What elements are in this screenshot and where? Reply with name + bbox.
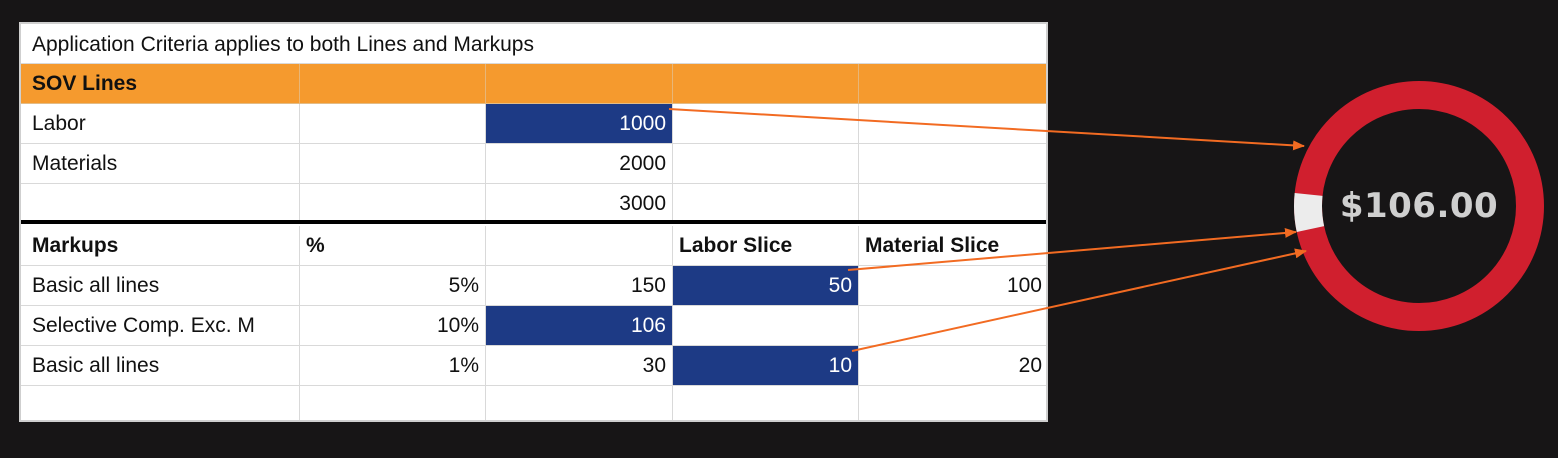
labor-amount-cell[interactable]: 1000: [486, 104, 673, 144]
markups-header-cell[interactable]: Markups: [21, 226, 300, 266]
percent-header-cell[interactable]: %: [300, 226, 486, 266]
materials-amount-cell[interactable]: 2000: [486, 144, 673, 184]
table-row: Materials 2000: [21, 144, 1046, 184]
table-row: Selective Comp. Exc. M 10% 106: [21, 306, 1046, 346]
empty-cell[interactable]: [300, 64, 486, 104]
markup-label-cell[interactable]: Selective Comp. Exc. M: [21, 306, 300, 346]
sheet-title[interactable]: Application Criteria applies to both Lin…: [21, 24, 1046, 64]
empty-cell[interactable]: [673, 386, 859, 420]
empty-cell[interactable]: [673, 64, 859, 104]
empty-cell[interactable]: [300, 144, 486, 184]
arrow-labor-to-ring: [668, 108, 1305, 151]
labor-slice-cell[interactable]: [673, 306, 859, 346]
progress-ring: $106.00: [1293, 80, 1545, 332]
empty-cell[interactable]: [486, 64, 673, 104]
empty-cell[interactable]: [859, 64, 1046, 104]
material-slice-cell[interactable]: 20: [859, 346, 1046, 386]
empty-cell[interactable]: [486, 226, 673, 266]
empty-cell[interactable]: [300, 386, 486, 420]
markups-header-row: Markups % Labor Slice Material Slice: [21, 226, 1046, 266]
markup-percent-cell[interactable]: 5%: [300, 266, 486, 306]
ring-value-label: $106.00: [1339, 186, 1499, 226]
section-divider: [21, 220, 1046, 224]
table-row: Labor 1000: [21, 104, 1046, 144]
empty-cell[interactable]: [673, 144, 859, 184]
table-row: Basic all lines 5% 150 50 100: [21, 266, 1046, 306]
markup-label-cell[interactable]: Basic all lines: [21, 346, 300, 386]
labor-slice-cell[interactable]: 50: [673, 266, 859, 306]
markup-label-cell[interactable]: Basic all lines: [21, 266, 300, 306]
sov-header-cell[interactable]: SOV Lines: [21, 64, 300, 104]
labor-slice-header-cell[interactable]: Labor Slice: [673, 226, 859, 266]
markup-percent-cell[interactable]: 10%: [300, 306, 486, 346]
markup-amount-cell[interactable]: 106: [486, 306, 673, 346]
table-row: [21, 386, 1046, 420]
sov-label-cell[interactable]: Labor: [21, 104, 300, 144]
empty-cell[interactable]: [486, 386, 673, 420]
empty-cell[interactable]: [859, 144, 1046, 184]
material-slice-cell[interactable]: [859, 306, 1046, 346]
markup-percent-cell[interactable]: 1%: [300, 346, 486, 386]
material-slice-cell[interactable]: 100: [859, 266, 1046, 306]
ring-graphic: [1294, 80, 1544, 331]
arrow-labor-slice-2-to-ring: [851, 248, 1307, 352]
material-slice-header-cell[interactable]: Material Slice: [859, 226, 1046, 266]
empty-cell[interactable]: [300, 104, 486, 144]
spreadsheet: Application Criteria applies to both Lin…: [19, 22, 1048, 422]
empty-cell[interactable]: [859, 104, 1046, 144]
empty-cell[interactable]: [21, 386, 300, 420]
table-row: Basic all lines 1% 30 10 20: [21, 346, 1046, 386]
markup-amount-cell[interactable]: 30: [486, 346, 673, 386]
sov-label-cell[interactable]: Materials: [21, 144, 300, 184]
arrow-labor-slice-to-ring: [847, 227, 1297, 271]
empty-cell[interactable]: [673, 104, 859, 144]
labor-slice-cell[interactable]: 10: [673, 346, 859, 386]
sov-header-row: SOV Lines: [21, 64, 1046, 104]
markup-amount-cell[interactable]: 150: [486, 266, 673, 306]
